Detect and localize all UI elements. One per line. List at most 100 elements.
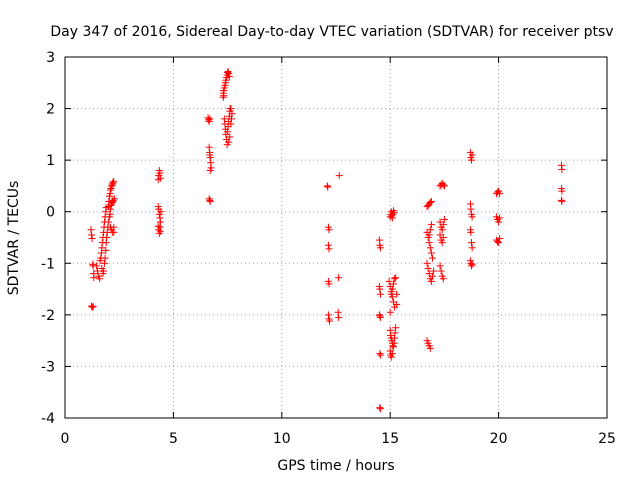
data-point [104, 218, 112, 226]
data-point [226, 133, 234, 141]
data-point [157, 208, 165, 216]
data-point [376, 244, 384, 252]
data-point [335, 313, 343, 321]
data-point [468, 156, 475, 164]
data-point [386, 308, 394, 316]
data-point [389, 343, 397, 351]
data-point [425, 231, 433, 239]
data-point [325, 317, 333, 325]
data-point [391, 329, 399, 337]
chart-title: Day 347 of 2016, Sidereal Day-to-day VTE… [50, 24, 613, 40]
data-point [558, 187, 566, 195]
data-point [389, 280, 397, 288]
data-point [496, 235, 504, 243]
x-tick-label: 15 [381, 431, 399, 447]
data-point [436, 262, 444, 270]
data-point [392, 274, 400, 282]
data-point [206, 197, 214, 205]
data-point [324, 183, 332, 191]
x-tick-label: 0 [61, 431, 70, 447]
data-point [335, 172, 343, 180]
data-point [87, 231, 95, 239]
data-point [102, 246, 110, 254]
data-point [427, 277, 435, 285]
data-point [92, 262, 100, 270]
data-point [109, 196, 117, 204]
data-point [385, 277, 393, 285]
data-point [324, 241, 332, 249]
data-point [426, 226, 434, 234]
data-point [376, 313, 384, 321]
data-point [495, 218, 503, 226]
data-point [387, 353, 395, 361]
data-point [325, 226, 333, 234]
data-point [376, 404, 384, 412]
y-tick-label: -4 [41, 411, 55, 427]
x-tick-label: 5 [169, 431, 178, 447]
data-point [438, 226, 446, 234]
data-point [440, 215, 448, 223]
data-point [225, 70, 233, 78]
y-tick-label: -3 [41, 359, 55, 375]
data-point [496, 214, 504, 222]
data-point [468, 239, 475, 247]
data-points [87, 67, 566, 413]
data-point [496, 190, 504, 198]
data-point [107, 202, 115, 210]
data-point [495, 239, 503, 247]
data-point [468, 151, 476, 159]
data-point [427, 197, 435, 205]
data-point [391, 275, 399, 283]
data-point [468, 244, 476, 252]
data-point [388, 350, 396, 358]
data-point [388, 285, 396, 293]
x-axis-label: GPS time / hours [277, 458, 394, 474]
x-tick-label: 25 [598, 431, 616, 447]
plot-frame [64, 56, 608, 419]
data-point [467, 228, 475, 236]
data-point [424, 264, 432, 272]
data-point [220, 115, 228, 123]
data-point [110, 223, 118, 231]
data-point [438, 239, 446, 247]
data-point [427, 249, 435, 257]
data-point [88, 303, 96, 311]
data-point [423, 259, 431, 267]
data-point [376, 290, 384, 298]
data-point [428, 254, 436, 262]
data-point [376, 351, 384, 359]
data-point [227, 105, 235, 113]
y-tick-label: -1 [41, 256, 55, 272]
data-point [228, 110, 236, 118]
data-point [390, 209, 398, 217]
grid-lines [65, 57, 607, 418]
data-point [558, 165, 566, 173]
y-tick-label: 2 [46, 102, 55, 118]
data-point [376, 285, 384, 293]
data-point [220, 92, 228, 100]
data-point [440, 182, 448, 190]
data-point [225, 138, 233, 146]
data-point [101, 254, 109, 262]
data-point [96, 275, 104, 283]
data-point [103, 234, 111, 241]
data-point [467, 205, 475, 213]
data-point [94, 267, 102, 275]
data-point [430, 267, 438, 275]
data-point [426, 344, 434, 352]
data-point [376, 350, 384, 358]
data-point [206, 151, 214, 159]
data-point [393, 290, 401, 298]
data-point [227, 120, 235, 128]
y-tick-label: -2 [41, 308, 55, 324]
data-point [110, 195, 118, 203]
data-point [426, 198, 434, 206]
axis-ticks [64, 56, 608, 419]
y-tick-label: 1 [46, 153, 55, 169]
data-point [87, 302, 95, 310]
data-point [88, 235, 96, 243]
data-point [324, 311, 332, 319]
x-tick-label: 10 [273, 431, 291, 447]
data-point [90, 274, 98, 282]
